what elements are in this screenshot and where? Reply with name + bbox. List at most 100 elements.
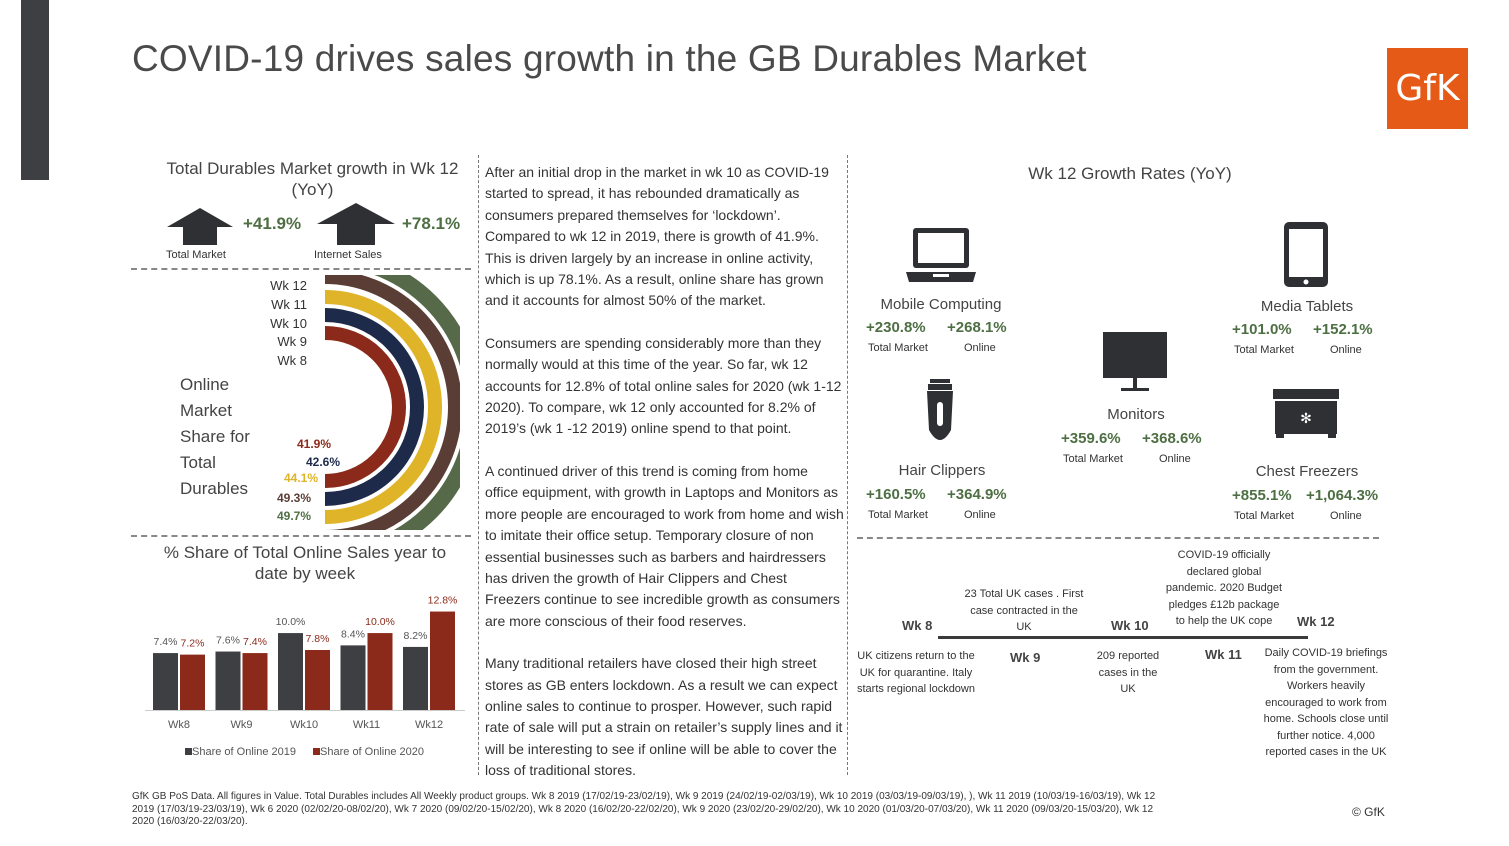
timeline-week-8: Wk 8 [902, 618, 933, 633]
bar-2020 [367, 633, 393, 710]
bar-value-label: 10.0% [365, 616, 395, 628]
timeline-week-9: Wk 9 [1010, 650, 1041, 665]
laptop-icon [906, 228, 976, 282]
total-market-label: Total Market [868, 342, 928, 354]
product-name-media-tablets: Media Tablets [1260, 298, 1354, 315]
timeline-event-wk9: 23 Total UK cases . First case contracte… [964, 588, 1084, 633]
total-market-label: Total Market [868, 509, 928, 521]
hair-clippers-total-growth: +160.5% [866, 486, 926, 503]
online-label: Online [1159, 453, 1191, 465]
mobile-computing-total-growth: +230.8% [866, 319, 926, 336]
timeline-week-12: Wk 12 [1297, 614, 1335, 629]
timeline-event-wk12: Daily COVID-19 briefings from the govern… [1263, 647, 1389, 758]
bar-value-label: 10.0% [276, 616, 306, 628]
bar-2019 [340, 645, 366, 710]
total-market-label: Total Market [1063, 453, 1123, 465]
mobile-computing-online-growth: +268.1% [947, 319, 1007, 336]
divider [131, 535, 471, 537]
monitor-icon [1103, 332, 1167, 391]
total-market-label: Total Market [1234, 510, 1294, 522]
product-name-hair-clippers: Hair Clippers [898, 462, 986, 479]
left-accent-bar [21, 0, 49, 180]
legend-swatch-2020 [313, 748, 321, 755]
timeline-week-10: Wk 10 [1111, 618, 1149, 633]
hair-clipper-icon [927, 379, 953, 440]
bar-value-label: 8.2% [404, 630, 428, 642]
total-market-label: Total Market [166, 249, 226, 261]
radial-week-label: Wk 12 [270, 278, 307, 293]
hair-clippers-online-growth: +364.9% [947, 486, 1007, 503]
commentary-paragraph: Consumers are spending considerably more… [485, 334, 842, 437]
bar-2020 [305, 650, 330, 710]
bar-value-label: 7.2% [181, 638, 205, 650]
divider [847, 155, 848, 775]
tablet-icon [1284, 222, 1328, 287]
media-tablets-total-growth: +101.0% [1232, 321, 1292, 338]
svg-text:✻: ✻ [1300, 411, 1312, 427]
bar-value-label: 7.6% [216, 635, 240, 647]
bar-value-label: 12.8% [428, 595, 458, 607]
page-title: COVID-19 drives sales growth in the GB D… [132, 38, 1087, 79]
radial-value-label: 41.9% [297, 437, 331, 451]
x-axis-label: Wk10 [290, 719, 318, 731]
online-share-radial-chart: Wk 12 Wk 11 Wk 10 Wk 9 Wk 8 49.7% 49.3% 44.1% 42… [270, 275, 460, 530]
monitors-online-growth: +368.6% [1142, 430, 1202, 447]
radial-value-label: 49.3% [277, 491, 311, 505]
bar-chart-legend: Share of Online 2019 Share of Online 202… [185, 746, 424, 758]
bar-2019 [278, 633, 303, 710]
internet-sales-growth-value: +78.1% [402, 214, 461, 233]
product-name-mobile-computing: Mobile Computing [880, 296, 1002, 313]
timeline-week-11: Wk 11 [1205, 647, 1242, 662]
timeline-line [938, 636, 1308, 639]
arrow-up-icon [317, 203, 395, 245]
product-name-chest-freezers: Chest Freezers [1255, 463, 1359, 480]
x-axis-label: Wk12 [415, 719, 443, 731]
chest-freezers-total-growth: +855.1% [1232, 487, 1292, 504]
growth-rates-title: Wk 12 Growth Rates (YoY) [1028, 164, 1232, 183]
timeline-event-wk8: UK citizens return to the UK for quarant… [856, 650, 975, 695]
commentary-text: After an initial drop in the market in w… [485, 162, 845, 803]
freezer-icon: ✻ [1273, 389, 1339, 438]
product-name-monitors: Monitors [1107, 406, 1165, 423]
timeline-event-wk10: 209 reported cases in the UK [1096, 650, 1160, 695]
x-axis-label: Wk8 [168, 719, 190, 731]
internet-sales-label: Internet Sales [314, 249, 382, 261]
chest-freezers-online-growth: +1,064.3% [1306, 487, 1379, 504]
x-axis-label: Wk11 [353, 719, 380, 731]
divider [857, 537, 1379, 539]
commentary-paragraph: A continued driver of this trend is comi… [485, 462, 844, 629]
bar-chart-title: % Share of Total Online Sales year to da… [163, 543, 447, 583]
radial-arc-wk-8 [324, 326, 406, 488]
online-label: Online [1330, 510, 1362, 522]
online-label: Online [964, 509, 996, 521]
arrow-up-icon [167, 208, 233, 245]
footnote: GfK GB PoS Data. All figures in Value. T… [132, 791, 1156, 827]
online-share-label: Online Market Share for Total Durables [180, 375, 250, 498]
radial-arc-wk-10 [324, 290, 442, 524]
bar-value-label: 8.4% [341, 628, 365, 640]
total-market-label: Total Market [1234, 344, 1294, 356]
copyright: © GfK [1352, 805, 1385, 819]
market-growth-title: Total Durables Market growth in Wk 12 (Y… [166, 159, 459, 199]
legend-label-2020: Share of Online 2020 [320, 746, 424, 758]
bar-value-label: 7.8% [306, 633, 330, 645]
radial-value-label: 44.1% [284, 471, 318, 485]
bar-2020 [430, 611, 455, 710]
radial-arc-wk-9 [324, 308, 424, 506]
bar-2020 [242, 653, 268, 710]
total-market-growth-value: +41.9% [243, 214, 302, 233]
media-tablets-online-growth: +152.1% [1313, 321, 1373, 338]
divider [478, 155, 479, 775]
timeline-event-wk11: COVID-19 officially declared global pand… [1165, 549, 1283, 627]
bar-value-label: 7.4% [243, 636, 267, 648]
bar-2019 [215, 651, 241, 710]
bar-2019 [153, 653, 178, 710]
radial-arc-wk-11 [324, 275, 460, 530]
commentary-paragraph: After an initial drop in the market in w… [485, 164, 829, 309]
radial-week-label: Wk 10 [270, 316, 307, 331]
online-label: Online [1330, 344, 1362, 356]
radial-week-label: Wk 11 [271, 297, 307, 312]
divider [131, 268, 471, 270]
radial-week-label: Wk 9 [277, 334, 307, 349]
